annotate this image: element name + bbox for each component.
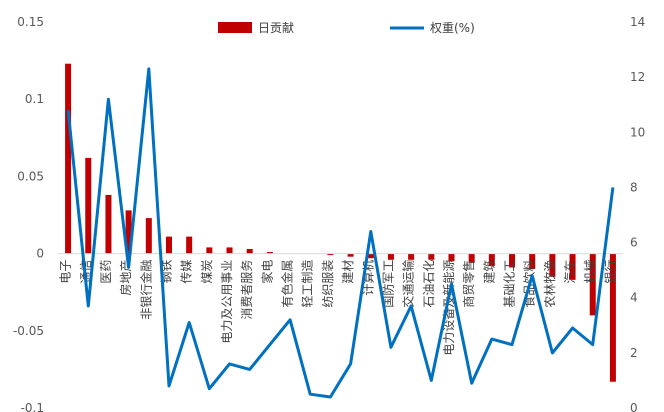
left-axis: -0.1 -0.05 0 0.05 0.1 0.15 (13, 15, 44, 412)
category-label: 商贸零售 (461, 260, 476, 308)
bar (509, 253, 516, 268)
category-label: 建筑 (481, 260, 496, 284)
bar (609, 253, 616, 382)
bar (549, 253, 556, 277)
right-axis-tick-label: 10 (630, 125, 645, 139)
legend-label-bar: 日贡献 (258, 20, 294, 35)
bar (206, 247, 213, 254)
category-label: 轻工制造 (301, 260, 315, 308)
category-label: 基础化工 (503, 260, 517, 308)
category-label: 建材 (341, 260, 355, 284)
left-axis-tick-label: 0.15 (17, 15, 44, 29)
category-label: 电子 (59, 260, 73, 284)
right-axis-tick-label: 12 (630, 70, 645, 84)
category-label: 电力设备及新能源 (441, 260, 456, 356)
category-label: 非银行金融 (138, 260, 153, 320)
category-label: 纺织服装 (321, 260, 335, 308)
category-labels: 电子 通信 医药 房地产 非银行金融 钢铁 传媒 煤炭 电力及公用事业 消费者服务 家电 有色金属 轻工… (59, 260, 618, 356)
category-label: 医药 (99, 260, 113, 284)
category-label: 石油石化 (422, 260, 436, 308)
category-label: 家电 (259, 260, 274, 284)
bar (65, 63, 72, 254)
right-axis-tick-label: 2 (630, 346, 638, 360)
bar (85, 157, 92, 254)
category-label: 有色金属 (280, 260, 295, 308)
left-axis-tick-label: -0.1 (21, 401, 44, 412)
bar (347, 253, 354, 257)
category-label: 国防军工 (380, 260, 395, 308)
bar (226, 247, 233, 254)
bar (569, 253, 576, 280)
bar (165, 236, 172, 254)
right-axis-tick-label: 0 (630, 401, 638, 412)
bar (428, 253, 435, 260)
category-label: 银行 (603, 260, 617, 284)
legend-label-line: 权重(%) (430, 21, 475, 35)
category-label: 煤炭 (200, 260, 214, 284)
right-axis: 0 2 4 6 8 10 12 14 (630, 15, 645, 412)
bar (367, 253, 374, 259)
legend: 日贡献 权重(%) (218, 20, 475, 35)
left-axis-tick-label: 0.05 (17, 169, 44, 183)
bar (266, 252, 273, 254)
category-label: 汽车 (562, 260, 577, 284)
category-label: 消费者服务 (239, 260, 254, 320)
bar-series (65, 63, 616, 382)
bar (387, 253, 394, 260)
legend-swatch-bar (218, 22, 252, 33)
bar (468, 253, 475, 263)
bar (448, 253, 455, 262)
bar (186, 236, 193, 254)
right-axis-tick-label: 6 (630, 236, 638, 250)
category-label: 农林牧渔 (543, 260, 557, 308)
bar (488, 253, 495, 266)
bar (327, 253, 334, 256)
bar (125, 210, 132, 254)
bar (589, 253, 596, 316)
right-axis-tick-label: 4 (630, 291, 638, 305)
bar (246, 248, 253, 254)
category-label: 传媒 (179, 260, 194, 284)
category-label: 房地产 (118, 260, 133, 296)
left-axis-tick-label: 0 (36, 247, 44, 261)
right-axis-tick-label: 8 (630, 180, 638, 194)
category-label: 交通运输 (401, 260, 416, 308)
bar (408, 253, 415, 260)
category-label: 电力及公用事业 (220, 260, 234, 344)
category-label: 机械 (582, 260, 597, 284)
left-axis-tick-label: -0.05 (13, 324, 44, 338)
left-axis-tick-label: 0.1 (25, 92, 44, 106)
right-axis-tick-label: 14 (630, 15, 645, 29)
bar (145, 218, 152, 254)
line-series (66, 67, 615, 399)
bar (529, 253, 536, 270)
bar (105, 194, 112, 254)
